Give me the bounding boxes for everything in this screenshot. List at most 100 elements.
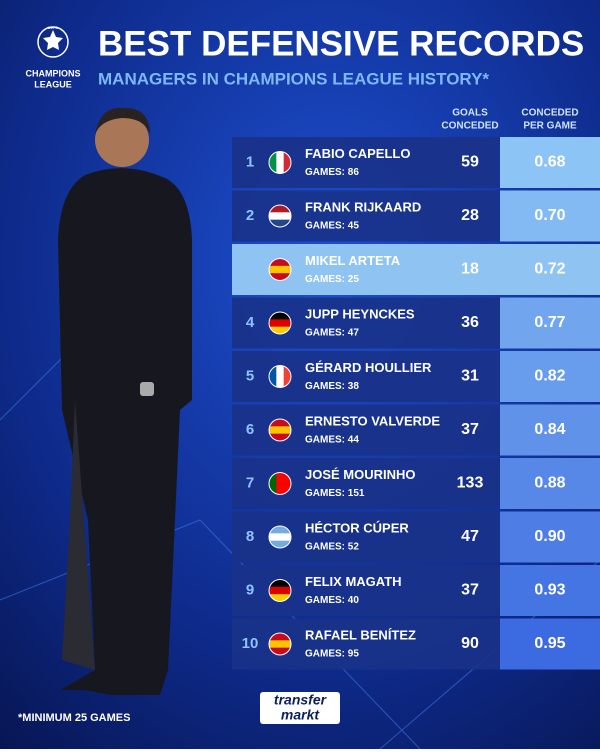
per-game-panel bbox=[500, 458, 600, 509]
conceded-per-game: 0.82 bbox=[534, 368, 565, 385]
flag-stripe bbox=[269, 319, 291, 328]
rank: 1 bbox=[246, 153, 254, 170]
flag-stripe bbox=[269, 640, 291, 649]
flag-stripe bbox=[269, 633, 291, 641]
flag-border bbox=[268, 525, 292, 549]
goals-conceded: 18 bbox=[461, 261, 479, 278]
rank: 5 bbox=[246, 367, 254, 384]
flag-stripe bbox=[283, 472, 291, 495]
conceded-per-game: 0.90 bbox=[534, 528, 565, 545]
conceded-per-game: 0.70 bbox=[534, 207, 565, 224]
conceded-per-game: 0.77 bbox=[534, 314, 565, 331]
games: GAMES: 52 bbox=[305, 542, 359, 553]
per-game-panel bbox=[500, 511, 600, 563]
logo-text: LEAGUE bbox=[34, 79, 72, 89]
conceded-per-game: 0.95 bbox=[534, 635, 565, 652]
flag bbox=[268, 258, 292, 281]
per-game-panel bbox=[500, 351, 600, 402]
conceded-per-game: 0.68 bbox=[534, 154, 565, 171]
flag-stripe bbox=[269, 526, 291, 534]
flag-border bbox=[268, 151, 292, 174]
flag-stripe bbox=[269, 219, 291, 227]
goals-conceded: 37 bbox=[461, 582, 479, 599]
manager-name: FELIX MAGATH bbox=[305, 574, 402, 589]
rank: 7 bbox=[246, 474, 254, 491]
goals-conceded: 36 bbox=[461, 314, 479, 331]
games: GAMES: 45 bbox=[305, 221, 359, 232]
flag-border bbox=[268, 632, 292, 656]
rank: 10 bbox=[242, 635, 259, 652]
manager-name: FABIO CAPELLO bbox=[305, 146, 410, 161]
goals-conceded: 90 bbox=[461, 635, 479, 652]
manager-name: RAFAEL BENÍTEZ bbox=[305, 627, 416, 642]
flag-stripe bbox=[269, 365, 277, 388]
logo: UEFA CHAMPIONS LEAGUE bbox=[25, 25, 80, 89]
manager-name: GÉRARD HOULLIER bbox=[305, 360, 432, 375]
goals-conceded: 133 bbox=[457, 475, 484, 492]
flag-border bbox=[268, 472, 292, 495]
games: GAMES: 44 bbox=[305, 435, 359, 446]
manager-name: FRANK RIJKAARD bbox=[305, 199, 421, 214]
rank: 3 bbox=[246, 260, 254, 277]
flag-stripe bbox=[269, 212, 291, 221]
goals-conceded: 47 bbox=[461, 528, 479, 545]
per-game-panel bbox=[500, 297, 600, 349]
flag-stripe bbox=[269, 586, 291, 595]
flag bbox=[268, 151, 292, 174]
goals-conceded: 37 bbox=[461, 421, 479, 438]
rank: 8 bbox=[246, 528, 254, 545]
footnote: *MINIMUM 25 GAMES bbox=[18, 712, 130, 724]
flag-stripe bbox=[269, 472, 277, 495]
flag-stripe bbox=[269, 419, 291, 427]
flag-stripe bbox=[269, 647, 291, 655]
flag-stripe bbox=[269, 326, 291, 334]
column-header: CONCEDED bbox=[441, 121, 498, 132]
flag-stripe bbox=[269, 265, 291, 274]
per-game-panel bbox=[500, 190, 600, 242]
flag bbox=[268, 365, 292, 388]
manager-name: JOSÉ MOURINHO bbox=[305, 467, 416, 482]
flag-border bbox=[268, 311, 292, 335]
games: GAMES: 38 bbox=[305, 381, 359, 392]
flag bbox=[268, 525, 292, 549]
goals-conceded: 31 bbox=[461, 368, 479, 385]
manager-photo bbox=[58, 107, 192, 695]
flag-stripe bbox=[269, 579, 291, 588]
flag-stripe bbox=[269, 312, 291, 320]
rank: 9 bbox=[246, 581, 254, 598]
flag-stripe bbox=[269, 594, 291, 602]
flag bbox=[268, 418, 292, 442]
brand-logo: transfer markt bbox=[260, 692, 340, 724]
flag-stripe bbox=[283, 151, 291, 174]
conceded-per-game: 0.93 bbox=[534, 582, 565, 599]
flag-border bbox=[268, 258, 292, 281]
rank: 2 bbox=[246, 207, 254, 224]
per-game-panel bbox=[500, 244, 600, 295]
flag-stripe bbox=[269, 151, 277, 174]
per-game-panel bbox=[500, 618, 600, 670]
column-header: GOALS bbox=[452, 108, 488, 119]
per-game-panel bbox=[500, 404, 600, 456]
flag-border bbox=[268, 418, 292, 442]
manager-name: JUPP HEYNCKES bbox=[305, 306, 415, 321]
flag-border bbox=[268, 579, 292, 602]
rank: 4 bbox=[246, 314, 255, 331]
manager-name: MIKEL ARTETA bbox=[305, 253, 401, 268]
logo-text: CHAMPIONS bbox=[25, 68, 80, 78]
brand-text: markt bbox=[281, 707, 320, 723]
games: GAMES: 40 bbox=[305, 595, 359, 606]
flag-stripe bbox=[276, 151, 285, 174]
per-game-panel bbox=[500, 137, 600, 188]
manager-name: ERNESTO VALVERDE bbox=[305, 413, 440, 428]
flag-stripe bbox=[276, 472, 285, 495]
conceded-per-game: 0.84 bbox=[534, 421, 565, 438]
conceded-per-game: 0.88 bbox=[534, 475, 565, 492]
flag bbox=[268, 311, 292, 335]
games: GAMES: 86 bbox=[305, 167, 359, 178]
flag-stripe bbox=[269, 258, 291, 267]
flag-stripe bbox=[269, 533, 291, 542]
goals-conceded: 28 bbox=[461, 207, 479, 224]
title: BEST DEFENSIVE RECORDS bbox=[98, 24, 584, 63]
subtitle: MANAGERS IN CHAMPIONS LEAGUE HISTORY* bbox=[98, 69, 489, 88]
